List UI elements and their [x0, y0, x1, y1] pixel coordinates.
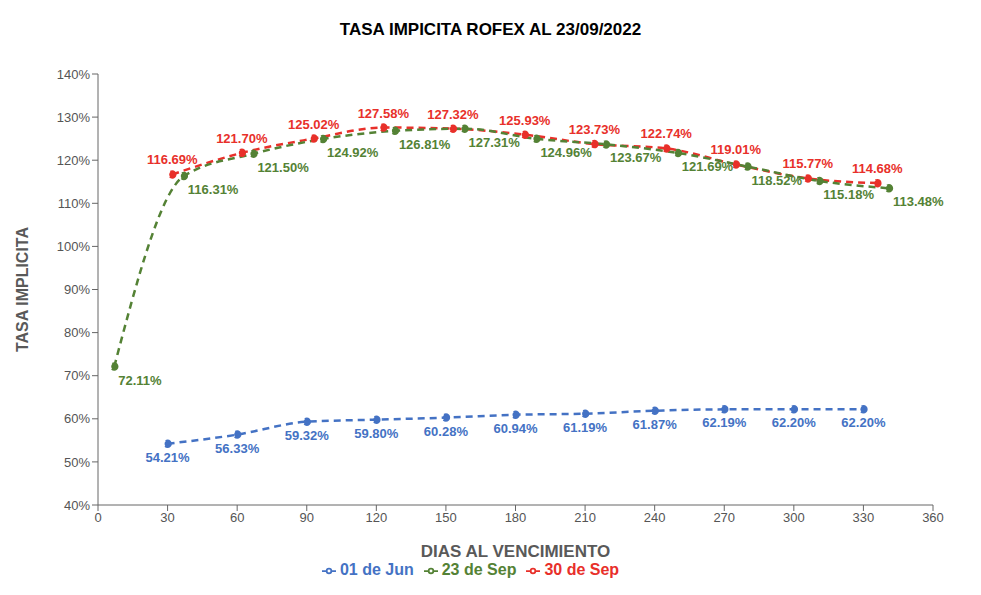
svg-text:270: 270 [713, 510, 735, 525]
html-text:23 de Sep: 23 de Sep [441, 561, 517, 578]
svg-text:115.77%: 115.77% [782, 156, 833, 171]
svg-text:0: 0 [94, 510, 101, 525]
svg-text:360: 360 [922, 510, 944, 525]
svg-text:119.01%: 119.01% [711, 142, 762, 157]
svg-text:110%: 110% [58, 196, 91, 211]
svg-text:330: 330 [853, 510, 875, 525]
svg-text:59.32%: 59.32% [285, 428, 330, 443]
svg-text:124.92%: 124.92% [327, 145, 379, 160]
svg-text:240: 240 [644, 510, 666, 525]
svg-text:61.19%: 61.19% [563, 420, 608, 435]
svg-text:50%: 50% [64, 455, 90, 470]
svg-text:127.32%: 127.32% [427, 107, 479, 122]
svg-text:90%: 90% [64, 282, 90, 297]
svg-text:127.58%: 127.58% [358, 106, 410, 121]
html-text:30 de Sep: 30 de Sep [544, 561, 620, 578]
svg-text:60.28%: 60.28% [424, 424, 469, 439]
svg-text:56.33%: 56.33% [215, 441, 260, 456]
svg-text:123.67%: 123.67% [610, 150, 662, 165]
svg-text:121.69%: 121.69% [682, 159, 734, 174]
svg-text:TASA IMPLICITA: TASA IMPLICITA [14, 227, 31, 352]
svg-text:90: 90 [300, 510, 314, 525]
svg-text:210: 210 [574, 510, 596, 525]
svg-text:123.73%: 123.73% [569, 122, 621, 137]
svg-text:116.69%: 116.69% [147, 152, 198, 167]
svg-text:120: 120 [365, 510, 387, 525]
svg-text:60.94%: 60.94% [493, 421, 538, 436]
svg-text:118.52%: 118.52% [751, 173, 802, 188]
svg-text:62.20%: 62.20% [772, 415, 817, 430]
svg-text:140%: 140% [57, 67, 91, 82]
svg-text:124.96%: 124.96% [540, 145, 592, 160]
html-text:TASA IMPICITA ROFEX AL 23/09/2: TASA IMPICITA ROFEX AL 23/09/2022 [339, 20, 642, 39]
svg-text:70%: 70% [64, 368, 90, 383]
svg-text:127.31%: 127.31% [468, 135, 520, 150]
svg-text:121.50%: 121.50% [257, 160, 309, 175]
svg-text:113.48%: 113.48% [893, 194, 944, 209]
svg-text:40%: 40% [64, 498, 90, 513]
svg-text:126.81%: 126.81% [399, 137, 451, 152]
html-text:01 de Jun: 01 de Jun [339, 561, 414, 578]
svg-text:122.74%: 122.74% [641, 126, 693, 141]
svg-text:61.87%: 61.87% [633, 417, 678, 432]
svg-text:30: 30 [160, 510, 174, 525]
svg-text:54.21%: 54.21% [146, 450, 191, 465]
svg-text:300: 300 [783, 510, 805, 525]
svg-text:80%: 80% [64, 325, 90, 340]
svg-text:116.31%: 116.31% [188, 182, 239, 197]
svg-text:115.18%: 115.18% [823, 187, 874, 202]
svg-text:180: 180 [505, 510, 527, 525]
svg-text:62.20%: 62.20% [841, 415, 886, 430]
svg-text:125.93%: 125.93% [499, 113, 551, 128]
svg-text:59.80%: 59.80% [354, 426, 399, 441]
svg-text:72.11%: 72.11% [118, 373, 162, 388]
svg-text:121.70%: 121.70% [216, 131, 268, 146]
svg-text:60: 60 [230, 510, 244, 525]
svg-text:114.68%: 114.68% [852, 161, 903, 176]
svg-text:DIAS AL VENCIMIENTO: DIAS AL VENCIMIENTO [421, 542, 611, 561]
svg-text:130%: 130% [57, 110, 91, 125]
svg-text:100%: 100% [57, 239, 91, 254]
svg-text:62.19%: 62.19% [702, 415, 747, 430]
svg-text:120%: 120% [57, 153, 91, 168]
svg-text:125.02%: 125.02% [288, 117, 340, 132]
svg-text:60%: 60% [64, 411, 90, 426]
svg-text:150: 150 [435, 510, 457, 525]
